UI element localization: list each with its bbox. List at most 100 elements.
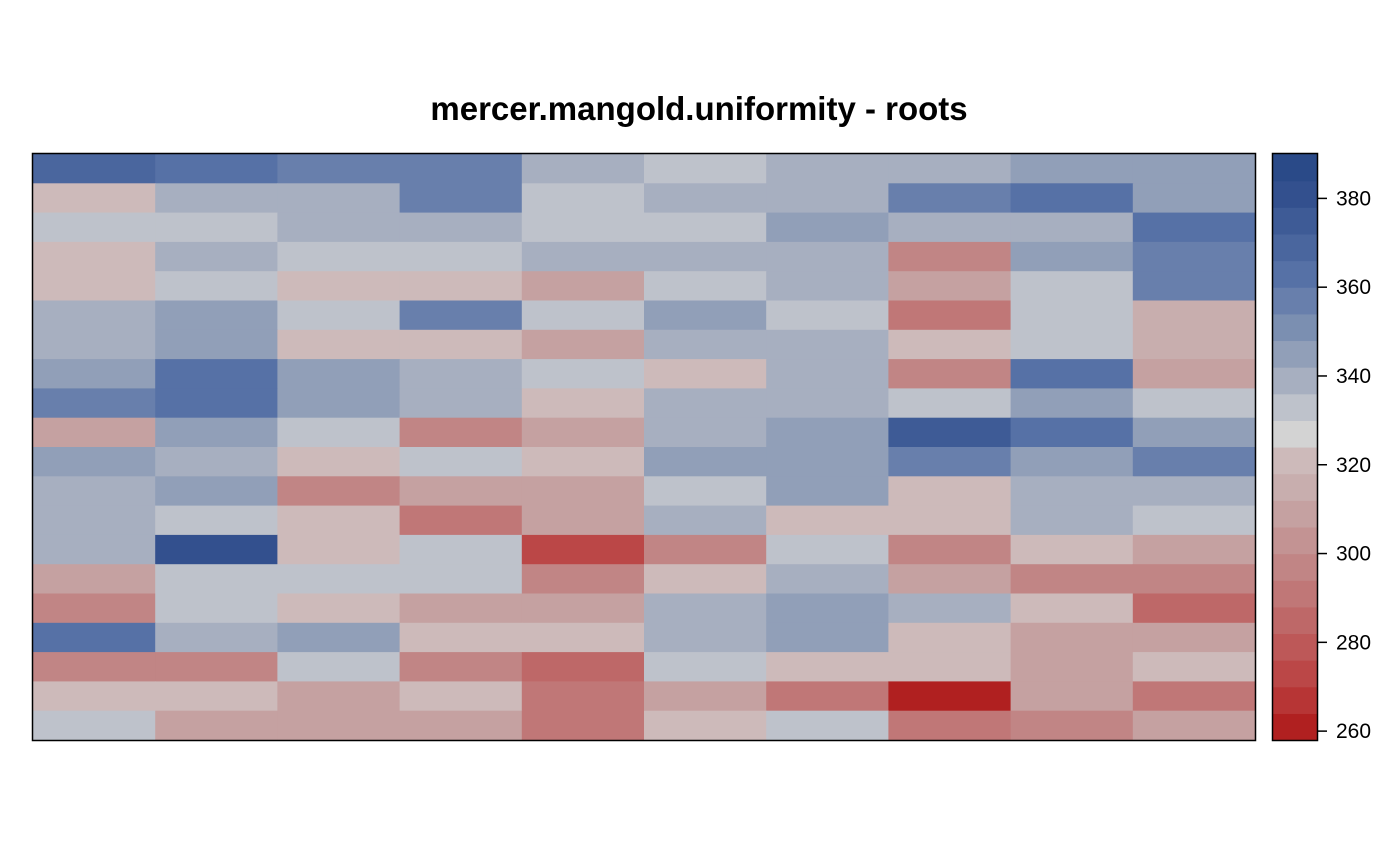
heatmap-cell [155,710,278,741]
heatmap-cell [766,271,889,302]
heatmap-cell [888,564,1012,595]
colorbar-swatch [1273,420,1317,448]
heatmap-cell [644,681,767,712]
heatmap-cell [521,388,645,419]
heatmap-cell [33,300,156,331]
heatmap-cell [888,681,1012,712]
heatmap-cell [33,534,156,565]
heatmap-cell [1132,681,1256,712]
heatmap-cell [399,241,523,272]
heatmap-cell [888,241,1012,272]
heatmap-cell [1010,476,1134,507]
heatmap-cell [33,447,156,477]
heatmap-cell [1010,241,1134,272]
heatmap-cell [1010,505,1134,536]
heatmap-cell [521,359,645,389]
heatmap-cell [1010,388,1134,419]
heatmap-cell [277,476,401,507]
heatmap-cell [155,300,278,331]
heatmap-cell [766,359,889,389]
heatmap-cell [644,300,767,331]
heatmap-cell [399,681,523,712]
heatmap-cell [1010,212,1134,243]
colorbar-swatch [1273,287,1317,315]
heatmap-cell [766,241,889,272]
heatmap-cell [888,154,1012,184]
heatmap-cell [155,359,278,389]
heatmap-cell [399,154,523,184]
heatmap-cell [521,183,645,214]
colorbar-tick-label: 320 [1336,454,1371,477]
heatmap-cell [277,329,401,360]
heatmap-cell [399,534,523,565]
heatmap-cell [155,183,278,214]
colorbar-swatch [1273,660,1317,688]
heatmap-cell [1132,329,1256,360]
heatmap-cell [1132,212,1256,243]
heatmap-cell [1132,183,1256,214]
heatmap-cell [155,154,278,184]
heatmap-cell [155,681,278,712]
heatmap-cell [277,388,401,419]
heatmap-cell [888,271,1012,302]
heatmap-cell [766,593,889,624]
heatmap-cell [766,534,889,565]
heatmap-cell [888,300,1012,331]
heatmap-cell [1132,710,1256,741]
heatmap-cell [644,359,767,389]
heatmap-cell [277,271,401,302]
heatmap-cell [766,329,889,360]
heatmap-cell [33,564,156,595]
heatmap-cell [399,388,523,419]
heatmap-cell [33,271,156,302]
heatmap-cell [888,593,1012,624]
heatmap-cell [155,564,278,595]
heatmap-cell [155,622,278,653]
heatmap-cell [888,417,1012,448]
heatmap-cell [644,388,767,419]
heatmap-cell [155,271,278,302]
heatmap-cell [766,505,889,536]
heatmap-cell [888,652,1012,682]
colorbar-tick-label: 300 [1336,543,1371,566]
heatmap-cell [1010,447,1134,477]
heatmap-cell [766,388,889,419]
heatmap-cell [644,417,767,448]
heatmap-cell [277,241,401,272]
heatmap-cell [1132,476,1256,507]
colorbar-tick-label: 360 [1336,276,1371,299]
heatmap-cell [521,652,645,682]
heatmap-cell [277,505,401,536]
heatmap-cell [1010,329,1134,360]
heatmap-cell [1010,300,1134,331]
heatmap-cell [399,329,523,360]
heatmap-cell [155,212,278,243]
heatmap-cell [644,564,767,595]
colorbar-axis: 260 280 300 320 340 360 380 [1317,187,1371,743]
heatmap-cell [1010,359,1134,389]
heatmap-cell [1132,652,1256,682]
heatmap-cell [1132,534,1256,565]
heatmap-cell [277,652,401,682]
heatmap-cell [888,622,1012,653]
heatmap-cell [33,505,156,536]
heatmap-cell [888,505,1012,536]
heatmap-cell [277,447,401,477]
heatmap-cell [33,652,156,682]
colorbar-swatch [1273,633,1317,661]
heatmap-cell [1010,417,1134,448]
heatmap-cell [399,710,523,741]
heatmap-cell [644,183,767,214]
colorbar-swatch [1273,686,1317,714]
heatmap-cell [521,329,645,360]
heatmap-cell [277,154,401,184]
heatmap-cell [399,212,523,243]
colorbar-swatch [1273,580,1317,608]
colorbar [1273,154,1317,741]
heatmap-cell [277,300,401,331]
colorbar-swatch [1273,526,1317,555]
heatmap-cell [1132,447,1256,477]
heatmap-cell [644,447,767,477]
heatmap-cell [766,183,889,214]
heatmap-cell [644,154,767,184]
